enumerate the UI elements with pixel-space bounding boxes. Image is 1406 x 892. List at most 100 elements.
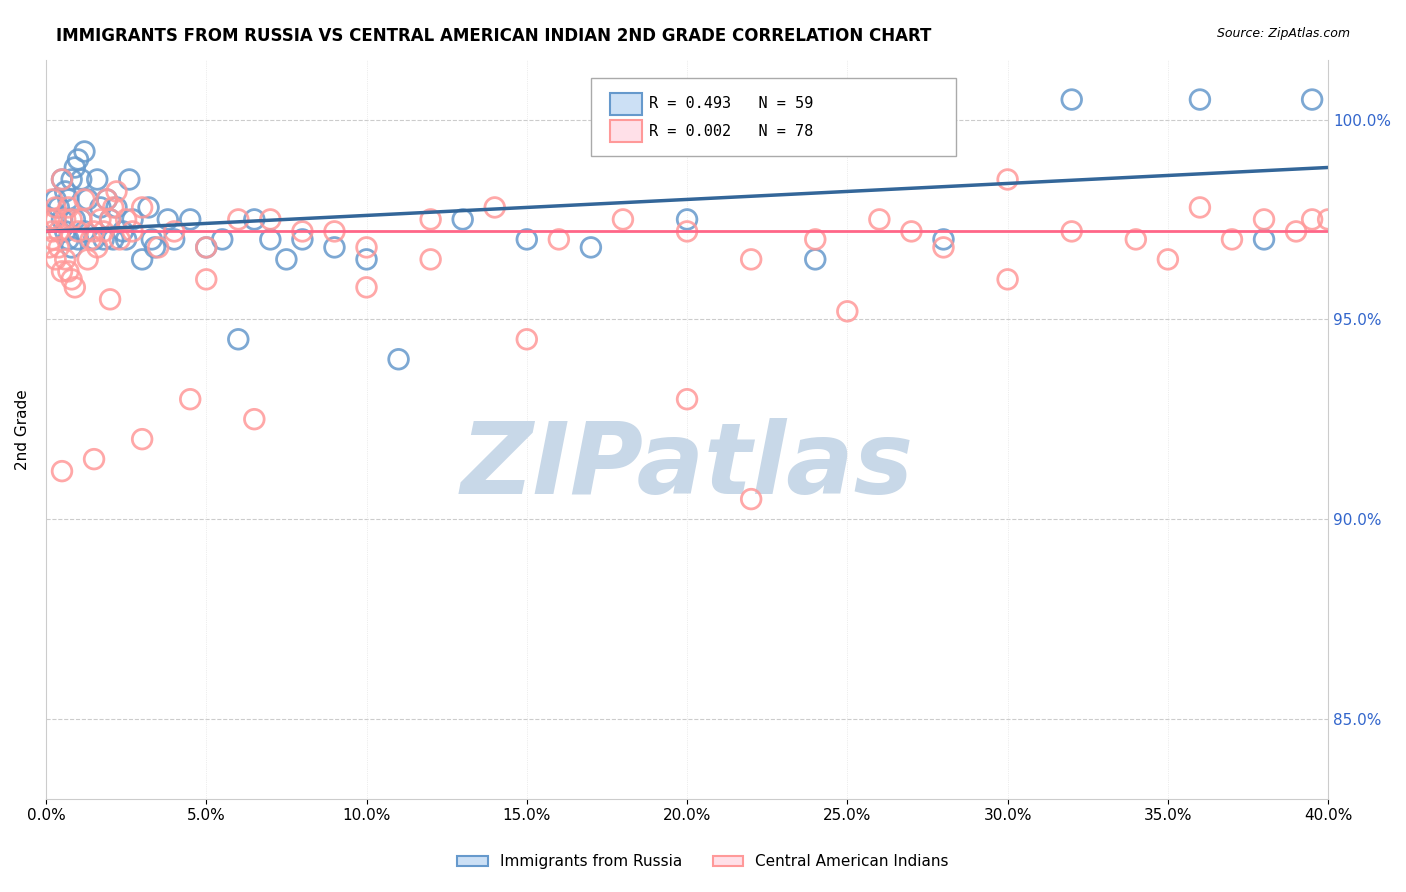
- Point: [291, 232, 314, 246]
- Point: [387, 352, 409, 367]
- Point: [804, 232, 827, 246]
- Point: [1188, 93, 1211, 107]
- Point: [131, 252, 153, 267]
- Point: [195, 240, 218, 254]
- Point: [60, 212, 83, 227]
- Point: [740, 252, 762, 267]
- Point: [1285, 224, 1308, 238]
- Point: [1253, 212, 1275, 227]
- Point: [60, 240, 83, 254]
- Point: [226, 332, 249, 346]
- Point: [103, 201, 125, 215]
- Point: [612, 212, 634, 227]
- Point: [38, 240, 60, 254]
- Point: [323, 240, 346, 254]
- Point: [41, 193, 63, 207]
- Point: [41, 232, 63, 246]
- Point: [1060, 93, 1083, 107]
- Text: IMMIGRANTS FROM RUSSIA VS CENTRAL AMERICAN INDIAN 2ND GRADE CORRELATION CHART: IMMIGRANTS FROM RUSSIA VS CENTRAL AMERIC…: [56, 27, 932, 45]
- Point: [63, 161, 86, 175]
- Point: [53, 212, 76, 227]
- Point: [676, 212, 699, 227]
- Point: [70, 212, 93, 227]
- Point: [51, 464, 73, 478]
- Point: [1125, 232, 1147, 246]
- Point: [45, 193, 67, 207]
- Point: [83, 452, 105, 467]
- Point: [997, 172, 1019, 186]
- Point: [51, 172, 73, 186]
- Point: [86, 172, 108, 186]
- Point: [141, 232, 163, 246]
- Point: [291, 224, 314, 238]
- Point: [356, 240, 378, 254]
- Point: [60, 272, 83, 286]
- Point: [48, 224, 70, 238]
- Point: [105, 201, 128, 215]
- Point: [51, 212, 73, 227]
- Point: [211, 232, 233, 246]
- Point: [516, 232, 538, 246]
- Point: [484, 201, 506, 215]
- Point: [89, 212, 111, 227]
- Point: [195, 240, 218, 254]
- Point: [195, 272, 218, 286]
- Text: ZIPatlas: ZIPatlas: [461, 417, 914, 515]
- Point: [96, 193, 118, 207]
- Point: [45, 212, 67, 227]
- Point: [243, 412, 266, 426]
- Point: [146, 240, 169, 254]
- Point: [89, 201, 111, 215]
- Text: Source: ZipAtlas.com: Source: ZipAtlas.com: [1216, 27, 1350, 40]
- Point: [66, 224, 89, 238]
- Point: [419, 212, 441, 227]
- Point: [93, 232, 115, 246]
- Point: [900, 224, 922, 238]
- Point: [138, 201, 160, 215]
- Point: [48, 201, 70, 215]
- Point: [131, 432, 153, 446]
- Point: [676, 224, 699, 238]
- Point: [179, 212, 201, 227]
- Point: [516, 332, 538, 346]
- Point: [740, 492, 762, 507]
- Point: [868, 212, 890, 227]
- Point: [63, 212, 86, 227]
- Point: [131, 201, 153, 215]
- Point: [98, 212, 121, 227]
- Point: [115, 212, 138, 227]
- Point: [66, 153, 89, 167]
- Point: [48, 240, 70, 254]
- Point: [96, 193, 118, 207]
- Point: [1301, 93, 1323, 107]
- Point: [997, 272, 1019, 286]
- Point: [259, 232, 281, 246]
- Point: [419, 252, 441, 267]
- Point: [121, 224, 143, 238]
- Text: R = 0.002   N = 78: R = 0.002 N = 78: [648, 124, 813, 139]
- Point: [76, 252, 98, 267]
- Point: [323, 224, 346, 238]
- Y-axis label: 2nd Grade: 2nd Grade: [15, 389, 30, 469]
- Point: [58, 193, 80, 207]
- Point: [1301, 212, 1323, 227]
- Point: [356, 252, 378, 267]
- Point: [103, 232, 125, 246]
- Point: [60, 172, 83, 186]
- Point: [111, 224, 134, 238]
- Point: [143, 240, 166, 254]
- Point: [676, 392, 699, 407]
- Point: [804, 252, 827, 267]
- Point: [98, 212, 121, 227]
- Point: [73, 224, 96, 238]
- Point: [45, 201, 67, 215]
- Point: [115, 232, 138, 246]
- Point: [1317, 212, 1340, 227]
- Point: [83, 232, 105, 246]
- Point: [121, 212, 143, 227]
- Point: [53, 224, 76, 238]
- FancyBboxPatch shape: [591, 78, 956, 156]
- Point: [73, 145, 96, 159]
- Point: [53, 185, 76, 199]
- Legend: Immigrants from Russia, Central American Indians: Immigrants from Russia, Central American…: [451, 848, 955, 875]
